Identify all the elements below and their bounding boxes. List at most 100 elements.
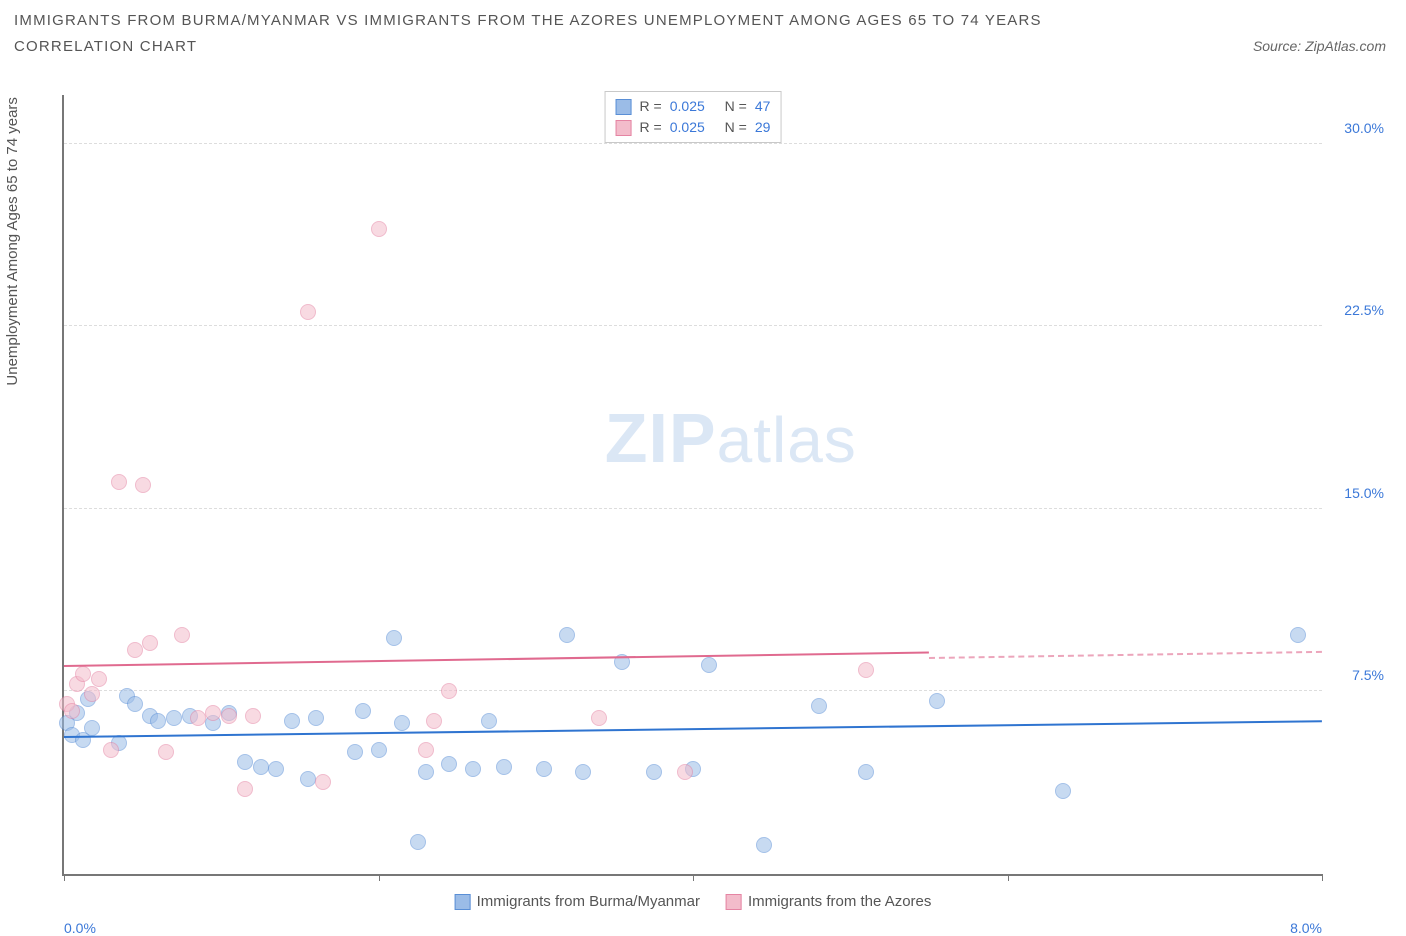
x-tick	[1322, 874, 1323, 881]
legend-label-series2: Immigrants from the Azores	[748, 893, 931, 910]
chart-title-line2: CORRELATION CHART	[14, 34, 1392, 60]
scatter-point	[221, 708, 237, 724]
r-value-series2: 0.025	[670, 117, 705, 138]
scatter-point	[858, 662, 874, 678]
r-label: R =	[640, 117, 662, 138]
scatter-point	[245, 708, 261, 724]
source-name: ZipAtlas.com	[1305, 38, 1386, 54]
x-tick-label: 8.0%	[1290, 920, 1322, 936]
y-tick-label: 15.0%	[1344, 485, 1384, 501]
legend-stats-row: R = 0.025 N = 29	[616, 117, 771, 138]
scatter-point	[858, 764, 874, 780]
scatter-point	[75, 666, 91, 682]
y-tick-label: 22.5%	[1344, 302, 1384, 318]
scatter-point	[591, 710, 607, 726]
legend-item: Immigrants from the Azores	[726, 893, 931, 910]
trend-line	[64, 652, 929, 668]
scatter-point	[426, 713, 442, 729]
watermark: ZIPatlas	[605, 398, 857, 478]
scatter-point	[347, 744, 363, 760]
x-tick	[379, 874, 380, 881]
scatter-point	[929, 693, 945, 709]
chart-container: Unemployment Among Ages 65 to 74 years Z…	[14, 85, 1392, 916]
plot-area: ZIPatlas R = 0.025 N = 47 R = 0.025 N = …	[62, 95, 1322, 876]
scatter-point	[300, 304, 316, 320]
n-label: N =	[725, 96, 747, 117]
n-value-series2: 29	[755, 117, 771, 138]
source-prefix: Source:	[1253, 38, 1305, 54]
scatter-point	[64, 703, 80, 719]
scatter-point	[394, 715, 410, 731]
scatter-point	[190, 710, 206, 726]
scatter-point	[237, 781, 253, 797]
legend-series: Immigrants from Burma/Myanmar Immigrants…	[455, 893, 932, 910]
r-value-series1: 0.025	[670, 96, 705, 117]
scatter-point	[1055, 783, 1071, 799]
scatter-point	[371, 742, 387, 758]
x-tick	[693, 874, 694, 881]
scatter-point	[91, 671, 107, 687]
scatter-point	[268, 761, 284, 777]
scatter-point	[496, 759, 512, 775]
y-tick-label: 7.5%	[1352, 667, 1384, 683]
watermark-zip: ZIP	[605, 399, 717, 477]
scatter-point	[536, 761, 552, 777]
scatter-point	[481, 713, 497, 729]
scatter-point	[355, 703, 371, 719]
scatter-point	[158, 744, 174, 760]
scatter-point	[677, 764, 693, 780]
scatter-point	[441, 756, 457, 772]
scatter-point	[174, 627, 190, 643]
scatter-point	[418, 764, 434, 780]
scatter-point	[84, 720, 100, 736]
n-value-series1: 47	[755, 96, 771, 117]
scatter-point	[386, 630, 402, 646]
scatter-point	[253, 759, 269, 775]
scatter-point	[756, 837, 772, 853]
legend-swatch-series2	[726, 894, 742, 910]
y-axis-label: Unemployment Among Ages 65 to 74 years	[4, 97, 21, 386]
scatter-point	[127, 696, 143, 712]
legend-stats-row: R = 0.025 N = 47	[616, 96, 771, 117]
legend-stats: R = 0.025 N = 47 R = 0.025 N = 29	[605, 91, 782, 143]
legend-item: Immigrants from Burma/Myanmar	[455, 893, 700, 910]
grid-line	[64, 143, 1322, 144]
scatter-point	[135, 477, 151, 493]
trend-line-dashed	[929, 651, 1322, 659]
scatter-point	[84, 686, 100, 702]
scatter-point	[410, 834, 426, 850]
y-tick-label: 30.0%	[1344, 120, 1384, 136]
scatter-point	[166, 710, 182, 726]
scatter-point	[559, 627, 575, 643]
chart-title-line1: IMMIGRANTS FROM BURMA/MYANMAR VS IMMIGRA…	[14, 8, 1392, 34]
grid-line	[64, 690, 1322, 691]
scatter-point	[465, 761, 481, 777]
scatter-point	[103, 742, 119, 758]
scatter-point	[575, 764, 591, 780]
legend-label-series1: Immigrants from Burma/Myanmar	[477, 893, 700, 910]
scatter-point	[1290, 627, 1306, 643]
x-tick	[64, 874, 65, 881]
scatter-point	[646, 764, 662, 780]
r-label: R =	[640, 96, 662, 117]
scatter-point	[284, 713, 300, 729]
scatter-point	[371, 221, 387, 237]
x-tick-label: 0.0%	[64, 920, 96, 936]
scatter-point	[701, 657, 717, 673]
scatter-point	[300, 771, 316, 787]
legend-swatch-series1	[616, 99, 632, 115]
legend-swatch-series1	[455, 894, 471, 910]
grid-line	[64, 508, 1322, 509]
scatter-point	[418, 742, 434, 758]
scatter-point	[205, 705, 221, 721]
scatter-point	[127, 642, 143, 658]
x-tick	[1008, 874, 1009, 881]
scatter-point	[150, 713, 166, 729]
scatter-point	[237, 754, 253, 770]
watermark-atlas: atlas	[717, 404, 857, 476]
scatter-point	[142, 635, 158, 651]
scatter-point	[315, 774, 331, 790]
scatter-point	[811, 698, 827, 714]
source-attribution: Source: ZipAtlas.com	[1253, 38, 1386, 54]
grid-line	[64, 325, 1322, 326]
